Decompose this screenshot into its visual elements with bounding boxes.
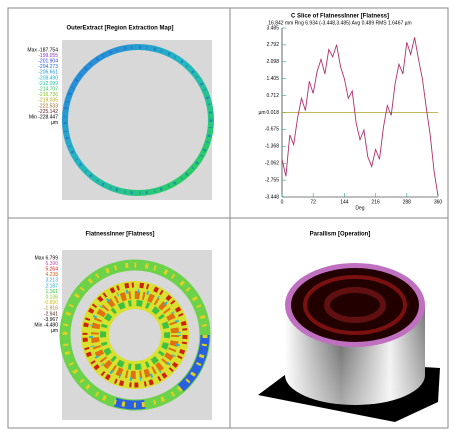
y-tick-label: -1.368 bbox=[265, 144, 279, 150]
legend-label: µm bbox=[51, 120, 58, 126]
y-tick-label: 1.405 bbox=[266, 76, 279, 82]
panel-title: FlatnessInner [Flatness] bbox=[85, 232, 154, 238]
legend-label: µm bbox=[51, 328, 58, 334]
y-tick-label: -3.448 bbox=[265, 194, 279, 200]
x-axis-label: Deg bbox=[355, 205, 364, 211]
x-tick-label: 144 bbox=[340, 199, 349, 205]
x-tick-label: 360 bbox=[434, 199, 443, 205]
panel-title: Parallism [Operation] bbox=[310, 232, 371, 238]
chart-subtitle: 16.842 mm Rng 6.934 (-3.448,3.485) Avg 0… bbox=[268, 20, 411, 26]
y-tick-label: 2.792 bbox=[266, 42, 279, 48]
y-tick-label: -0.675 bbox=[265, 127, 279, 133]
screen: OuterExtract [Region Extraction Map] Fla… bbox=[0, 0, 456, 435]
x-tick-label: 288 bbox=[403, 199, 412, 205]
y-tick-label: -2.062 bbox=[265, 161, 279, 167]
y-tick-label: 0.018 bbox=[266, 110, 279, 116]
panel-title: OuterExtract [Region Extraction Map] bbox=[66, 26, 173, 32]
x-tick-label: 216 bbox=[371, 199, 380, 205]
x-tick-label: 72 bbox=[310, 199, 316, 205]
x-tick-label: 0 bbox=[281, 199, 284, 205]
y-tick-label: 2.098 bbox=[266, 59, 279, 65]
cylinder-top bbox=[291, 268, 419, 342]
y-tick-label: 0.712 bbox=[266, 93, 279, 99]
chart-title: C Slice of FlatnessInner [Flatness] bbox=[291, 14, 389, 20]
y-tick-label: -2.755 bbox=[265, 177, 279, 183]
y-axis-label: µm bbox=[258, 110, 265, 116]
map-bg bbox=[62, 40, 212, 200]
y-tick-label: 3.485 bbox=[266, 25, 279, 31]
